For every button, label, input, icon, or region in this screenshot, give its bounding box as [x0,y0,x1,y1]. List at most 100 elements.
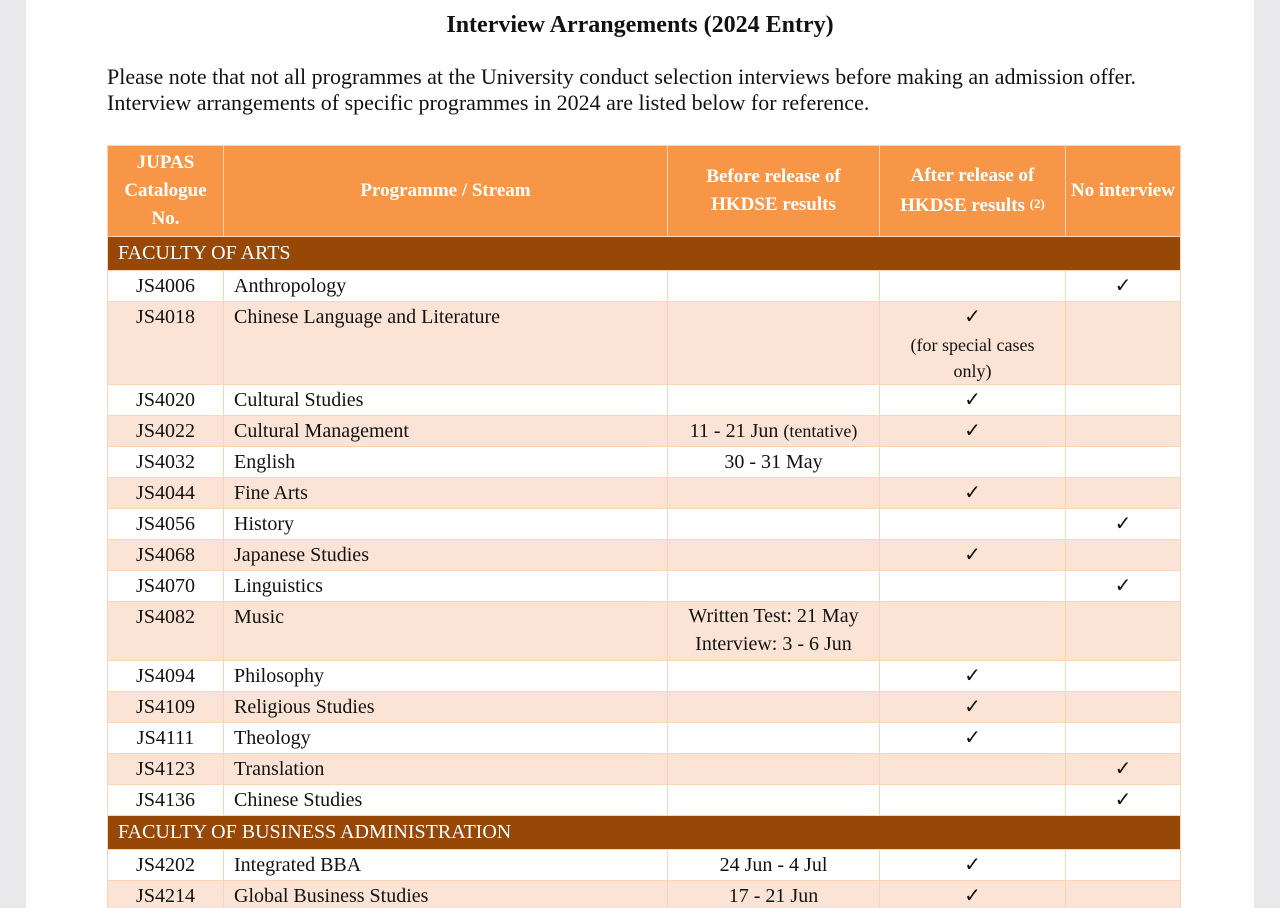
no-interview [1065,601,1181,661]
check-icon: ✓ [1114,758,1132,780]
programme-name: Integrated BBA [223,849,668,881]
no-interview [1065,384,1181,416]
faculty-row: FACULTY OF BUSINESS ADMINISTRATION [107,815,1181,850]
table-row: JS4214 Global Business Studies 17 - 21 Jun… [107,880,1181,908]
check-icon: ✓ [1114,789,1132,811]
table-row: JS4020 Cultural Studies ✓ [107,384,1181,416]
footnote-ref: (2) [1029,196,1045,211]
page-title: Interview Arrangements (2024 Entry) [446,12,834,38]
programme-name: History [223,508,668,540]
catalogue-no: JS4109 [107,691,224,723]
table-row: JS4022 Cultural Management 11 - 21 Jun (te… [107,415,1181,447]
catalogue-no: JS4006 [107,270,224,302]
catalogue-no: JS4044 [107,477,224,509]
header-before: Before release of HKDSE results [667,145,880,237]
after-results [879,270,1066,302]
no-interview [1065,477,1181,509]
table-row: JS4068 Japanese Studies ✓ [107,539,1181,571]
after-results [879,446,1066,478]
check-icon: ✓ [964,482,981,504]
no-interview [1065,849,1181,881]
no-interview: ✓ [1065,270,1181,302]
table-row: JS4111 Theology ✓ [107,722,1181,754]
after-results [879,570,1066,602]
after-results: ✓ [879,849,1066,881]
check-icon: ✓ [964,727,981,749]
table-row: JS4032 English 30 - 31 May [107,446,1181,478]
check-icon: ✓ [964,696,981,718]
programme-name: Philosophy [223,660,668,692]
before-results [667,784,880,816]
interview-date: 30 - 31 May [724,451,823,473]
after-results: ✓ [879,691,1066,723]
table-row: JS4018 Chinese Language and Literature ✓ (f… [107,301,1181,385]
check-icon: ✓ [964,544,981,566]
no-interview [1065,660,1181,692]
after-results: ✓ [879,539,1066,571]
table-row: JS4044 Fine Arts ✓ [107,477,1181,509]
check-icon: ✓ [964,854,981,876]
table-header: JUPAS Catalogue No. Programme / Stream B… [107,145,1181,237]
table-row: JS4082 Music Written Test: 21 May Interview… [107,601,1181,661]
header-no-interview: No interview [1065,145,1181,237]
after-results: ✓ [879,477,1066,509]
after-results [879,753,1066,785]
table-row: JS4056 History ✓ [107,508,1181,540]
programme-name: Fine Arts [223,477,668,509]
before-results [667,508,880,540]
no-interview: ✓ [1065,784,1181,816]
after-results: ✓ [879,880,1066,908]
document-page: Interview Arrangements (2024 Entry) Plea… [26,0,1254,908]
catalogue-no: JS4056 [107,508,224,540]
no-interview [1065,446,1181,478]
before-results: 24 Jun - 4 Jul [667,849,880,881]
special-cases-note: (for special cases only) [910,335,1035,381]
before-results: Written Test: 21 May Interview: 3 - 6 Jun [667,601,880,661]
programme-name: Theology [223,722,668,754]
no-interview [1065,539,1181,571]
check-icon: ✓ [1114,513,1132,535]
programme-name: Music [223,601,668,661]
intro-paragraph: Please note that not all programmes at t… [107,64,1137,115]
table-row: JS4109 Religious Studies ✓ [107,691,1181,723]
after-results: ✓ [879,722,1066,754]
interview-date: 17 - 21 Jun [728,885,819,907]
before-results [667,691,880,723]
before-results [667,660,880,692]
catalogue-no: JS4068 [107,539,224,571]
programme-name: Chinese Language and Literature [223,301,668,385]
faculty-name: FACULTY OF ARTS [107,236,1181,271]
programme-name: Cultural Management [223,415,668,447]
programme-name: Cultural Studies [223,384,668,416]
before-results [667,570,880,602]
before-results: 11 - 21 Jun (tentative) [667,415,880,447]
no-interview: ✓ [1065,570,1181,602]
programme-name: English [223,446,668,478]
catalogue-no: JS4020 [107,384,224,416]
header-programme: Programme / Stream [223,145,668,237]
catalogue-no: JS4123 [107,753,224,785]
table-row: JS4094 Philosophy ✓ [107,660,1181,692]
header-after-label: After release of HKDSE results [900,165,1035,216]
programme-name: Anthropology [223,270,668,302]
no-interview [1065,415,1181,447]
catalogue-no: JS4032 [107,446,224,478]
interview-table: JUPAS Catalogue No. Programme / Stream B… [107,145,1181,908]
programme-name: Linguistics [223,570,668,602]
check-icon: ✓ [964,665,981,687]
before-results [667,270,880,302]
catalogue-no: JS4111 [107,722,224,754]
after-results: ✓ (for special cases only) [879,301,1066,385]
catalogue-no: JS4094 [107,660,224,692]
no-interview: ✓ [1065,508,1181,540]
programme-name: Religious Studies [223,691,668,723]
faculty-name: FACULTY OF BUSINESS ADMINISTRATION [107,815,1181,850]
check-icon: ✓ [964,389,981,411]
interview-date: Written Test: 21 May [688,605,859,627]
table-row: JS4006 Anthropology ✓ [107,270,1181,302]
catalogue-no: JS4082 [107,601,224,661]
before-results [667,722,880,754]
table-row: JS4136 Chinese Studies ✓ [107,784,1181,816]
check-icon: ✓ [964,420,981,442]
catalogue-no: JS4070 [107,570,224,602]
